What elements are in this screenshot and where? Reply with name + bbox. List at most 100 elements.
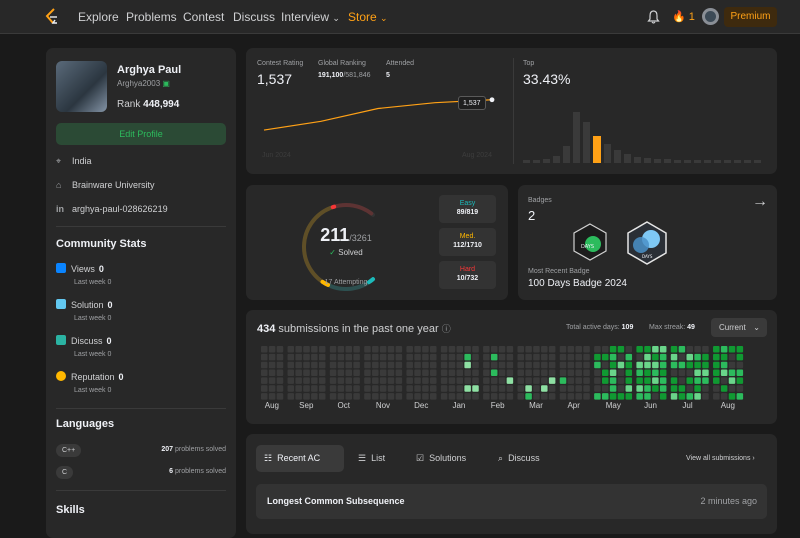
heatmap-cell[interactable] [430, 362, 437, 369]
heatmap-cell[interactable] [277, 385, 284, 392]
heatmap-cell[interactable] [372, 393, 379, 400]
heatmap-cell[interactable] [729, 393, 736, 400]
heatmap-cell[interactable] [644, 377, 651, 384]
heatmap-cell[interactable] [483, 385, 490, 392]
heatmap-cell[interactable] [380, 354, 387, 361]
heatmap-cell[interactable] [687, 385, 694, 392]
heatmap-cell[interactable] [525, 346, 532, 353]
heatmap-cell[interactable] [472, 385, 479, 392]
heatmap-cell[interactable] [687, 377, 694, 384]
heatmap-cell[interactable] [694, 346, 701, 353]
heatmap-cell[interactable] [499, 354, 506, 361]
heatmap-cell[interactable] [694, 393, 701, 400]
heatmap-cell[interactable] [396, 354, 403, 361]
heatmap-cell[interactable] [575, 393, 582, 400]
heatmap-cell[interactable] [406, 370, 413, 377]
heatmap-cell[interactable] [713, 370, 720, 377]
heatmap-cell[interactable] [626, 354, 633, 361]
heatmap-cell[interactable] [295, 346, 302, 353]
heatmap-cell[interactable] [346, 377, 353, 384]
heatmap-cell[interactable] [372, 354, 379, 361]
heatmap-cell[interactable] [457, 354, 464, 361]
heatmap-cell[interactable] [713, 354, 720, 361]
heatmap-cell[interactable] [319, 393, 326, 400]
heatmap-cell[interactable] [702, 393, 709, 400]
heatmap-cell[interactable] [330, 354, 337, 361]
heatmap-cell[interactable] [319, 354, 326, 361]
heatmap-cell[interactable] [679, 377, 686, 384]
heatmap-cell[interactable] [338, 393, 345, 400]
heatmap-cell[interactable] [491, 393, 498, 400]
heatmap-cell[interactable] [737, 385, 744, 392]
heatmap-cell[interactable] [713, 385, 720, 392]
heatmap-cell[interactable] [388, 377, 395, 384]
heatmap-cell[interactable] [610, 346, 617, 353]
heatmap-cell[interactable] [702, 377, 709, 384]
heatmap-cell[interactable] [422, 393, 429, 400]
heatmap-cell[interactable] [541, 370, 548, 377]
heatmap-cell[interactable] [618, 362, 625, 369]
heatmap-cell[interactable] [380, 393, 387, 400]
heatmap-cell[interactable] [507, 377, 514, 384]
heatmap-cell[interactable] [396, 362, 403, 369]
heatmap-cell[interactable] [687, 370, 694, 377]
heatmap-cell[interactable] [729, 385, 736, 392]
heatmap-cell[interactable] [679, 370, 686, 377]
heatmap-cell[interactable] [422, 377, 429, 384]
heatmap-cell[interactable] [353, 393, 360, 400]
heatmap-cell[interactable] [702, 354, 709, 361]
heatmap-cell[interactable] [507, 362, 514, 369]
heatmap-cell[interactable] [406, 354, 413, 361]
heatmap-cell[interactable] [330, 377, 337, 384]
heatmap-cell[interactable] [644, 362, 651, 369]
heatmap-cell[interactable] [671, 354, 678, 361]
heatmap-cell[interactable] [261, 377, 268, 384]
heatmap-cell[interactable] [618, 346, 625, 353]
heatmap-cell[interactable] [594, 393, 601, 400]
heatmap-cell[interactable] [414, 393, 421, 400]
heatmap-cell[interactable] [507, 393, 514, 400]
heatmap-cell[interactable] [483, 346, 490, 353]
heatmap-cell[interactable] [372, 370, 379, 377]
heatmap-cell[interactable] [644, 385, 651, 392]
heatmap-cell[interactable] [660, 370, 667, 377]
heatmap-cell[interactable] [491, 370, 498, 377]
heatmap-cell[interactable] [533, 377, 540, 384]
heatmap-cell[interactable] [713, 377, 720, 384]
heatmap-cell[interactable] [541, 385, 548, 392]
heatmap-cell[interactable] [610, 362, 617, 369]
heatmap-cell[interactable] [525, 354, 532, 361]
heatmap-cell[interactable] [472, 362, 479, 369]
tab-recent-ac[interactable]: ☷ Recent AC [256, 445, 344, 472]
heatmap-cell[interactable] [464, 362, 471, 369]
heatmap-cell[interactable] [568, 393, 575, 400]
heatmap-cell[interactable] [491, 346, 498, 353]
badge-100-days-icon[interactable]: DAYS [572, 223, 608, 261]
heatmap-cell[interactable] [636, 385, 643, 392]
heatmap-cell[interactable] [541, 362, 548, 369]
heatmap-cell[interactable] [652, 370, 659, 377]
heatmap-cell[interactable] [269, 362, 276, 369]
heatmap-cell[interactable] [319, 370, 326, 377]
heatmap-cell[interactable] [525, 393, 532, 400]
heatmap-cell[interactable] [269, 393, 276, 400]
heatmap-cell[interactable] [414, 370, 421, 377]
heatmap-cell[interactable] [277, 354, 284, 361]
heatmap-cell[interactable] [626, 377, 633, 384]
heatmap-cell[interactable] [319, 362, 326, 369]
heatmap-cell[interactable] [303, 354, 310, 361]
heatmap-cell[interactable] [295, 354, 302, 361]
heatmap-cell[interactable] [499, 385, 506, 392]
heatmap-cell[interactable] [671, 377, 678, 384]
heatmap-cell[interactable] [499, 362, 506, 369]
heatmap-cell[interactable] [610, 385, 617, 392]
heatmap-cell[interactable] [406, 346, 413, 353]
rating-point[interactable] [490, 97, 495, 102]
heatmap-cell[interactable] [261, 346, 268, 353]
heatmap-cell[interactable] [549, 393, 556, 400]
heatmap-cell[interactable] [380, 346, 387, 353]
heatmap-cell[interactable] [533, 370, 540, 377]
heatmap-cell[interactable] [441, 393, 448, 400]
heatmap-cell[interactable] [261, 385, 268, 392]
